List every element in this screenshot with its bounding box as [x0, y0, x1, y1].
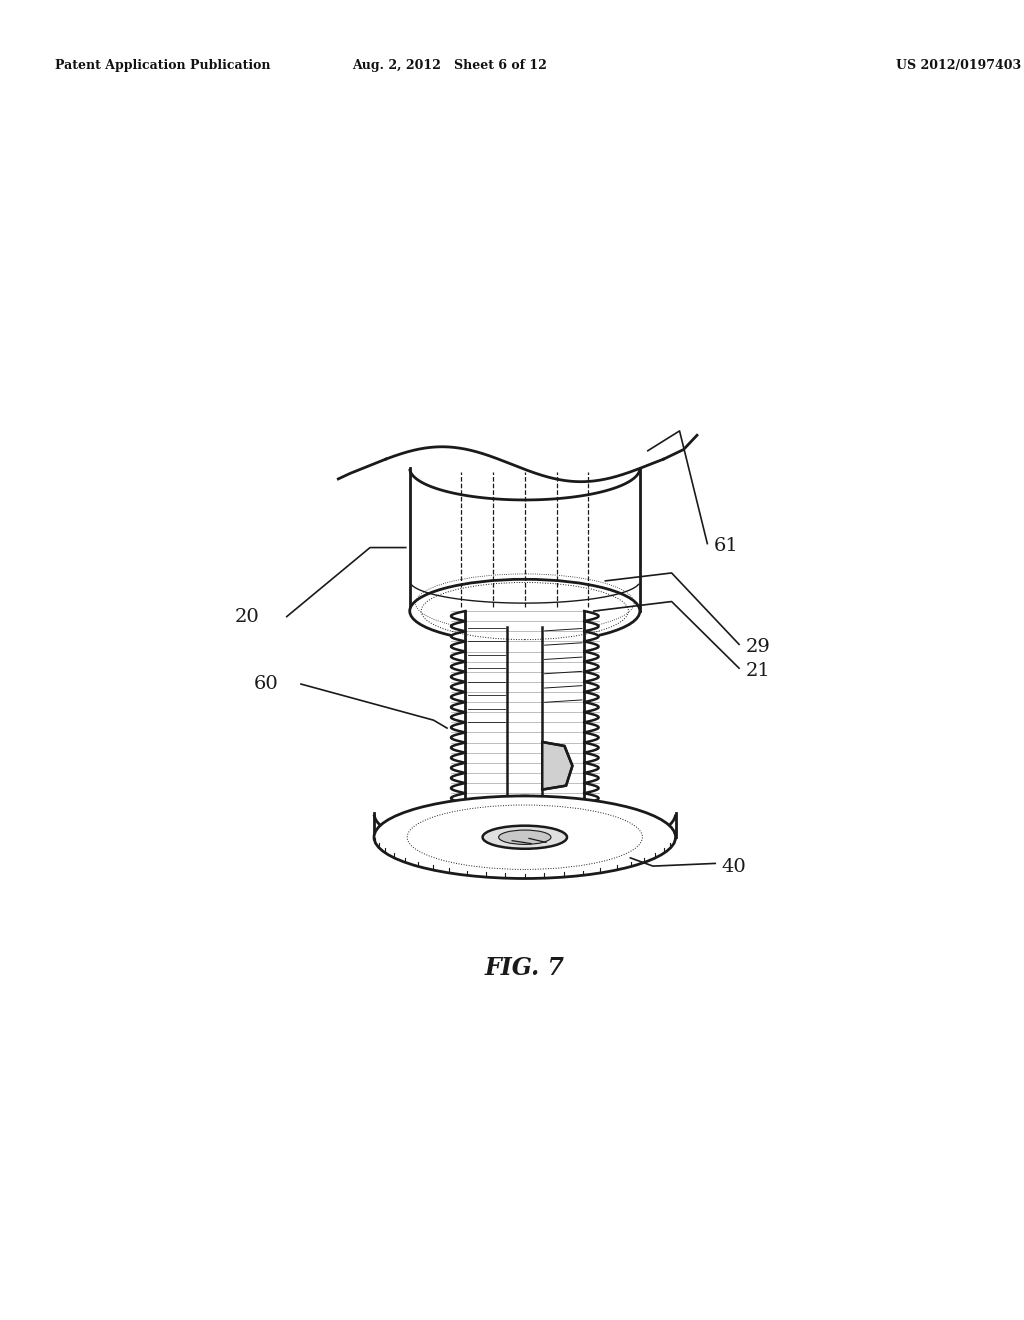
Text: 60: 60	[254, 675, 279, 693]
Ellipse shape	[482, 826, 567, 849]
Polygon shape	[543, 742, 572, 789]
Text: Aug. 2, 2012   Sheet 6 of 12: Aug. 2, 2012 Sheet 6 of 12	[352, 58, 548, 71]
Polygon shape	[467, 619, 583, 813]
Text: 61: 61	[714, 537, 738, 554]
Text: Patent Application Publication: Patent Application Publication	[55, 58, 270, 71]
Polygon shape	[451, 611, 599, 813]
Text: US 2012/0197403 A1: US 2012/0197403 A1	[896, 58, 1024, 71]
Text: 29: 29	[745, 638, 770, 656]
Ellipse shape	[499, 830, 551, 845]
Text: 20: 20	[234, 607, 259, 626]
Ellipse shape	[410, 579, 640, 643]
Ellipse shape	[507, 796, 543, 807]
Text: 21: 21	[745, 661, 770, 680]
Text: FIG. 7: FIG. 7	[484, 956, 565, 981]
Text: 40: 40	[722, 858, 746, 875]
Ellipse shape	[374, 796, 676, 879]
